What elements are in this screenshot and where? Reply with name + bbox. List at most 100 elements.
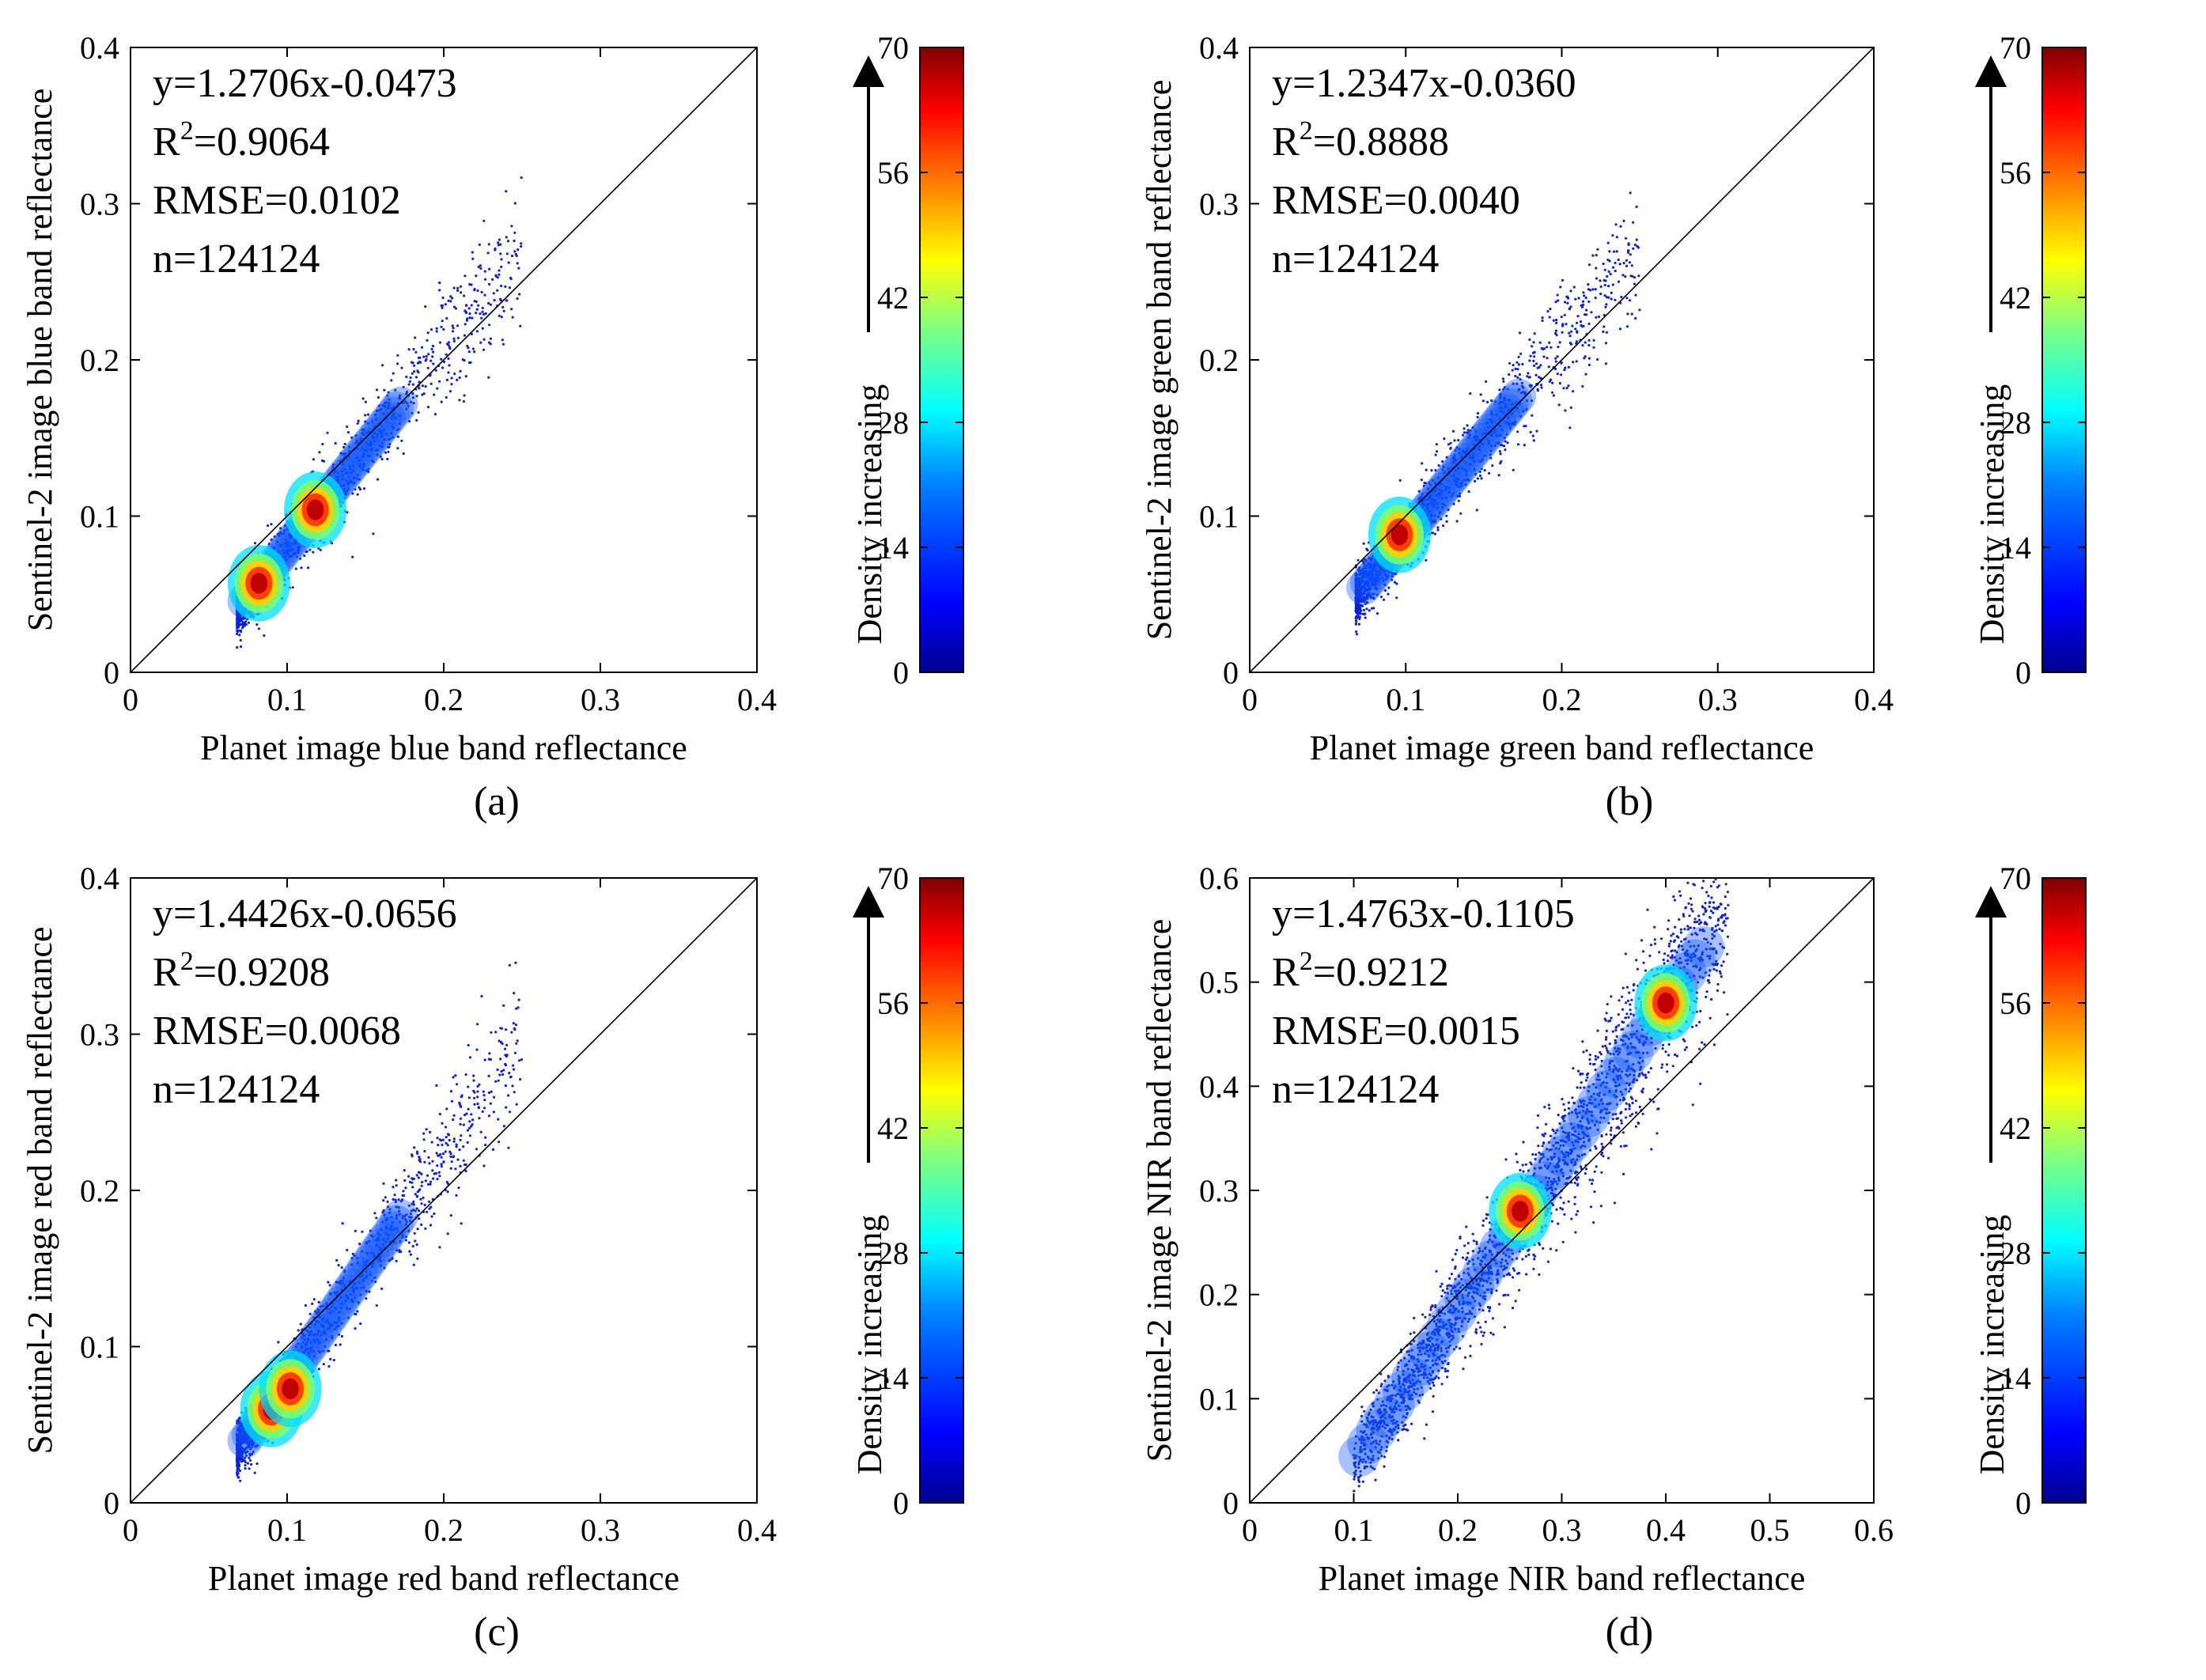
scatter-point xyxy=(1610,291,1613,294)
scatter-point xyxy=(1561,324,1565,327)
scatter-point xyxy=(403,1179,407,1182)
scatter-point xyxy=(1601,1045,1604,1048)
scatter-point xyxy=(420,1184,423,1187)
scatter-point xyxy=(294,541,297,544)
scatter-point xyxy=(1726,935,1730,938)
scatter-point xyxy=(312,551,315,554)
scatter-point xyxy=(481,327,484,330)
scatter-point xyxy=(1457,499,1460,502)
scatter-point xyxy=(500,284,503,287)
scatter-point xyxy=(408,1180,412,1184)
scatter-point xyxy=(1462,431,1466,434)
scatter-point xyxy=(1476,477,1479,480)
scatter-point xyxy=(1536,1126,1539,1129)
scatter-point xyxy=(1632,221,1635,224)
y-tick-label: 0.2 xyxy=(1199,342,1239,378)
scatter-point xyxy=(1355,619,1358,622)
scatter-point xyxy=(352,464,355,467)
scatter-point xyxy=(366,413,370,416)
scatter-point xyxy=(431,344,435,348)
scatter-point xyxy=(347,455,351,458)
scatter-point xyxy=(435,1084,438,1087)
scatter-point xyxy=(481,310,484,313)
scatter-point xyxy=(348,445,351,448)
scatter-point xyxy=(239,1479,242,1482)
scatter-point xyxy=(1624,236,1628,240)
scatter-point xyxy=(1555,319,1558,322)
x-tick-label: 0.2 xyxy=(424,682,464,717)
scatter-point xyxy=(1701,1041,1704,1044)
scatter-point xyxy=(487,1091,491,1095)
colorbar-tick-label: 56 xyxy=(877,155,909,191)
scatter-point xyxy=(473,350,476,354)
colorbar-tick-label: 42 xyxy=(2000,280,2031,316)
scatter-point xyxy=(341,477,344,481)
r-squared-superscript: 2 xyxy=(180,116,194,146)
scatter-point xyxy=(476,1090,479,1093)
scatter-point xyxy=(506,240,510,243)
scatter-point xyxy=(424,1227,427,1230)
scatter-point xyxy=(362,463,365,466)
scatter-point xyxy=(479,267,482,270)
scatter-point xyxy=(418,380,421,384)
scatter-point xyxy=(403,1194,406,1198)
scatter-point xyxy=(358,478,361,481)
scatter-point xyxy=(476,1103,479,1106)
scatter-point xyxy=(515,1042,518,1045)
scatter-point xyxy=(1716,923,1720,926)
scatter-point xyxy=(1463,1244,1466,1247)
scatter-point xyxy=(361,1230,364,1233)
scatter-point xyxy=(1570,330,1573,333)
scatter-point xyxy=(480,290,483,293)
scatter-point xyxy=(420,1202,423,1205)
scatter-point xyxy=(1519,352,1523,355)
scatter-point xyxy=(426,366,429,369)
scatter-point xyxy=(243,624,246,627)
scatter-point xyxy=(494,274,498,277)
scatter-point xyxy=(512,1068,516,1071)
rmse-value: RMSE=0.0040 xyxy=(1272,178,1520,223)
scatter-point xyxy=(240,622,243,626)
scatter-point xyxy=(1585,308,1588,312)
scatter-point xyxy=(243,622,246,625)
scatter-point xyxy=(1575,340,1579,343)
scatter-point xyxy=(505,1106,508,1109)
scatter-point xyxy=(489,342,492,346)
x-tick-label: 0.1 xyxy=(267,1512,307,1548)
scatter-point xyxy=(460,1094,464,1097)
x-tick-label: 0.4 xyxy=(737,682,777,717)
scatter-point xyxy=(1582,291,1585,294)
scatter-point xyxy=(454,307,458,310)
scatter-point xyxy=(1508,361,1512,365)
scatter-point xyxy=(1568,331,1571,335)
scatter-point xyxy=(1567,297,1570,300)
scatter-point xyxy=(1563,1108,1566,1111)
scatter-point xyxy=(1633,244,1637,247)
scatter-point xyxy=(343,467,346,471)
y-tick-label: 0.3 xyxy=(1199,187,1239,222)
scatter-point xyxy=(509,1075,513,1078)
scatter-point xyxy=(455,1194,458,1197)
scatter-point xyxy=(435,1152,438,1155)
scatter-point xyxy=(282,543,286,546)
scatter-point xyxy=(1625,297,1629,300)
scatter-point xyxy=(417,1176,420,1179)
scatter-point xyxy=(1584,373,1587,376)
scatter-point xyxy=(1724,883,1727,886)
scatter-point xyxy=(511,1084,514,1088)
scatter-point xyxy=(1534,373,1538,376)
scatter-point xyxy=(479,1130,482,1133)
scatter-point xyxy=(440,304,443,308)
scatter-point xyxy=(452,286,456,289)
scatter-point xyxy=(440,1156,443,1159)
scatter-point xyxy=(282,532,286,535)
scatter-point xyxy=(392,436,395,439)
scatter-point xyxy=(1592,339,1595,342)
scatter-point xyxy=(489,303,493,306)
scatter-point xyxy=(247,621,250,624)
scatter-point xyxy=(1528,359,1531,362)
scatter-point xyxy=(1622,262,1625,265)
x-tick-label: 0.2 xyxy=(1542,682,1582,717)
scatter-point xyxy=(517,998,520,1001)
scatter-point xyxy=(1644,969,1647,972)
